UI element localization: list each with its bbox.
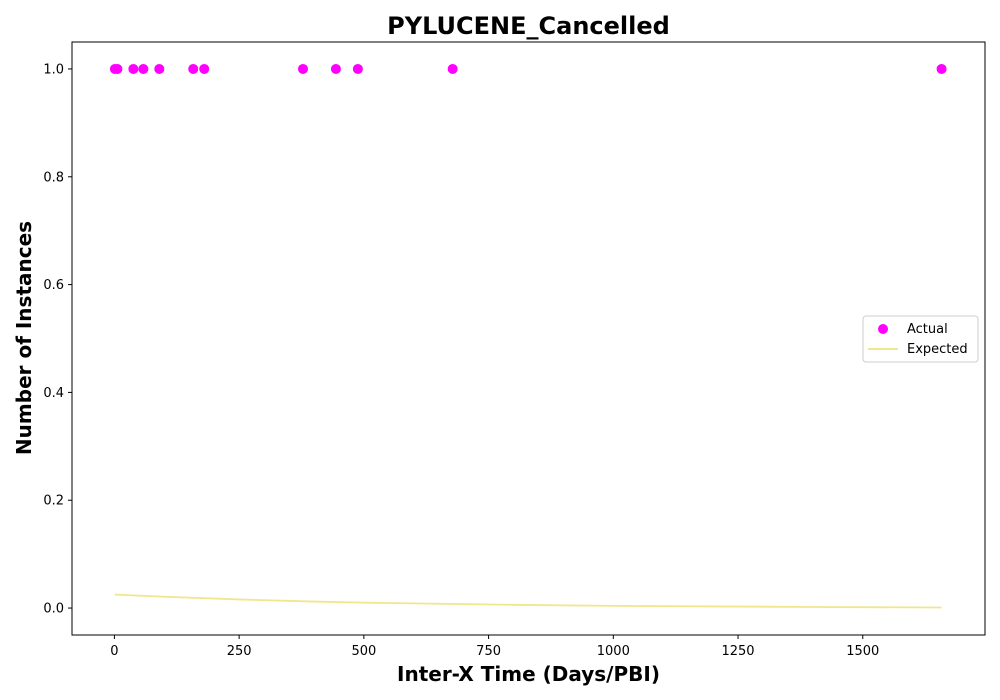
x-tick-label: 1500 xyxy=(846,644,879,659)
series-layer xyxy=(109,63,947,609)
chart-title: PYLUCENE_Cancelled xyxy=(387,12,670,40)
legend-label-expected: Expected xyxy=(907,342,968,357)
x-tick-label: 0 xyxy=(110,644,118,659)
y-axis-label: Number of Instances xyxy=(12,221,36,455)
actual-point xyxy=(112,63,123,74)
plot-area xyxy=(71,41,986,636)
y-tick-label: 0.8 xyxy=(43,170,64,185)
x-axis-ticks: 0 250 500 750 1000 1250 1500 xyxy=(110,635,879,659)
x-axis-label: Inter-X Time (Days/PBI) xyxy=(397,662,660,686)
actual-point xyxy=(128,63,139,74)
actual-point xyxy=(936,63,947,74)
x-tick-label: 250 xyxy=(227,644,252,659)
x-tick-label: 1250 xyxy=(721,644,754,659)
y-tick-label: 0.6 xyxy=(43,278,64,293)
y-axis-ticks: 0.0 0.2 0.4 0.6 0.8 1.0 xyxy=(43,62,72,617)
y-tick-label: 0.2 xyxy=(43,494,64,509)
x-tick-label: 500 xyxy=(351,644,376,659)
actual-point xyxy=(447,63,458,74)
x-tick-label: 750 xyxy=(476,644,501,659)
legend-box xyxy=(862,315,979,363)
legend: Actual Expected xyxy=(862,315,979,363)
x-tick-label: 1000 xyxy=(597,644,630,659)
actual-point xyxy=(297,63,308,74)
legend-label-actual: Actual xyxy=(907,322,948,337)
legend-marker-actual xyxy=(878,324,888,334)
actual-point xyxy=(138,63,149,74)
actual-point xyxy=(154,63,165,74)
actual-point xyxy=(330,63,341,74)
y-tick-label: 0.0 xyxy=(43,602,64,617)
expected-line xyxy=(114,593,942,609)
y-tick-label: 0.4 xyxy=(43,386,64,401)
actual-point xyxy=(188,63,199,74)
y-tick-label: 1.0 xyxy=(43,62,64,77)
actual-point xyxy=(199,63,210,74)
actual-point xyxy=(352,63,363,74)
